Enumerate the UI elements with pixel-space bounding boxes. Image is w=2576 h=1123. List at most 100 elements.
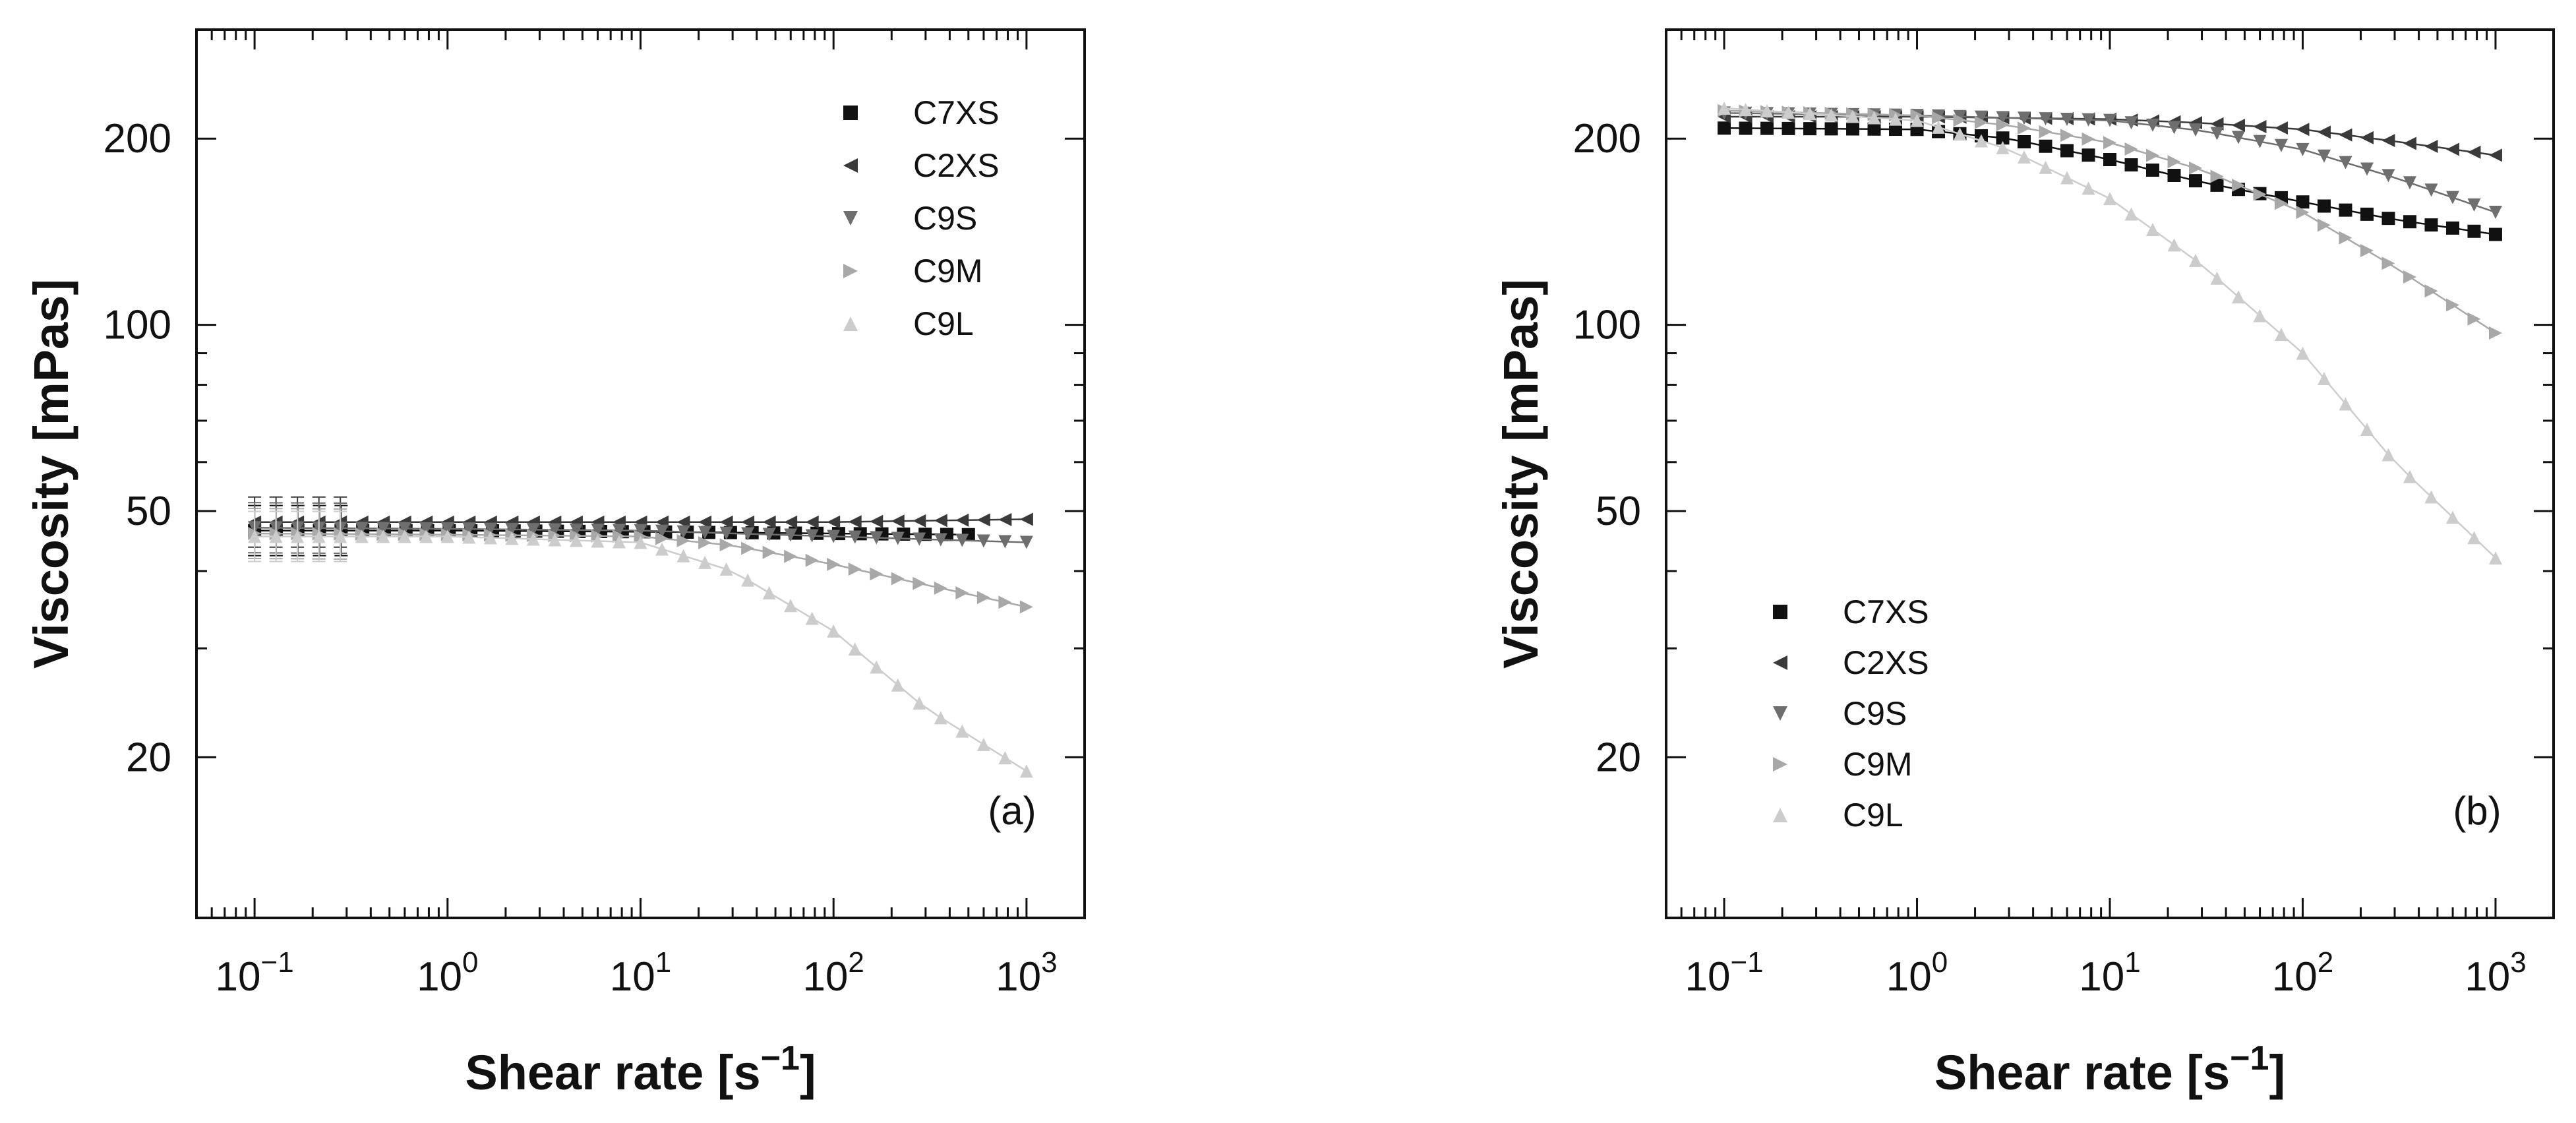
data-point	[2274, 121, 2288, 135]
data-point	[1996, 131, 2010, 145]
data-point	[848, 642, 862, 656]
series-c9l	[248, 510, 1033, 778]
data-point	[269, 530, 283, 543]
data-point	[976, 737, 990, 751]
data-point	[2445, 142, 2459, 156]
x-tick-base: 10	[2465, 954, 2510, 1000]
data-point	[762, 528, 776, 541]
data-point	[719, 538, 733, 552]
data-point	[2231, 290, 2245, 304]
data-point	[719, 562, 733, 576]
data-point	[998, 535, 1012, 549]
y-tick-label: 200	[104, 116, 171, 162]
data-point	[312, 530, 326, 543]
data-point	[2210, 178, 2224, 192]
data-point	[548, 533, 562, 547]
data-point	[2082, 113, 2095, 127]
data-point	[2274, 328, 2288, 342]
x-tick-label: 103	[996, 946, 1057, 1000]
data-point	[1782, 121, 1795, 135]
data-point	[1867, 111, 1881, 125]
data-point	[591, 534, 605, 548]
data-point	[676, 549, 690, 562]
data-point	[955, 533, 969, 547]
data-point	[2103, 113, 2116, 127]
series-line	[255, 535, 1027, 772]
data-point	[355, 522, 369, 535]
data-point	[2381, 448, 2395, 462]
data-point	[2253, 309, 2267, 322]
data-point	[505, 522, 519, 536]
data-point	[505, 531, 519, 545]
data-point	[955, 724, 969, 738]
data-point	[2360, 243, 2374, 257]
legend-label: C2XS	[913, 147, 1000, 184]
data-point	[2339, 397, 2352, 411]
data-point	[248, 530, 262, 543]
x-axis-title-text: Shear rate [s	[465, 1045, 760, 1100]
data-point	[2424, 284, 2438, 298]
data-point	[419, 530, 433, 543]
data-point	[848, 562, 862, 576]
data-point	[398, 530, 411, 543]
y-tick-label: 50	[1596, 489, 1641, 534]
data-point	[1953, 127, 1967, 141]
data-point	[526, 532, 540, 546]
data-point	[976, 591, 990, 605]
data-point	[2124, 207, 2138, 221]
data-point	[1846, 109, 1860, 123]
x-tick-base: 10	[417, 954, 462, 1000]
data-point	[719, 515, 733, 529]
legend: C7XS C2XS C9S C9M C9L	[843, 94, 1000, 342]
data-point	[762, 545, 776, 559]
data-point	[2145, 118, 2159, 132]
legend-label: C9S	[1843, 695, 1907, 732]
series-line	[1723, 107, 2496, 559]
data-point	[2445, 221, 2459, 235]
data-point	[891, 572, 905, 586]
x-tick-exponent: 0	[462, 946, 478, 979]
data-point	[2231, 131, 2245, 144]
data-point	[2253, 135, 2267, 148]
data-point	[891, 678, 905, 692]
data-point	[2167, 169, 2181, 183]
data-point	[805, 553, 819, 567]
legend-label: C9L	[1843, 797, 1903, 834]
data-point	[1824, 108, 1838, 122]
data-point	[676, 525, 690, 539]
data-point	[2360, 162, 2374, 176]
data-point	[2381, 169, 2395, 183]
data-point	[2296, 195, 2310, 209]
x-tick-label: 103	[2465, 946, 2526, 1000]
data-point	[741, 527, 755, 541]
data-point	[655, 531, 669, 545]
legend-marker	[843, 158, 858, 173]
data-point	[2381, 212, 2395, 226]
x-tick-label: 101	[610, 946, 671, 1000]
data-point	[870, 514, 884, 528]
x-axis-title: Shear rate [s−1]	[465, 1039, 816, 1100]
data-point	[2424, 218, 2438, 232]
data-point	[2188, 161, 2202, 175]
data-point	[2488, 148, 2502, 162]
data-point	[2296, 123, 2310, 137]
data-point	[569, 533, 583, 547]
data-point	[2060, 129, 2074, 142]
data-point	[2124, 158, 2138, 171]
data-point	[440, 530, 454, 543]
data-point	[2360, 207, 2374, 221]
data-point	[2253, 187, 2267, 201]
data-point	[762, 515, 776, 529]
legend-label: C9L	[913, 305, 974, 342]
data-point	[1975, 115, 1989, 129]
legend-marker	[1773, 706, 1787, 721]
data-point	[976, 513, 990, 527]
y-axis-title: Viscosity [mPas]	[24, 279, 78, 669]
data-point	[2339, 156, 2352, 169]
data-point	[2296, 346, 2310, 360]
data-point	[934, 514, 947, 528]
data-point	[698, 515, 712, 529]
data-point	[440, 522, 454, 536]
